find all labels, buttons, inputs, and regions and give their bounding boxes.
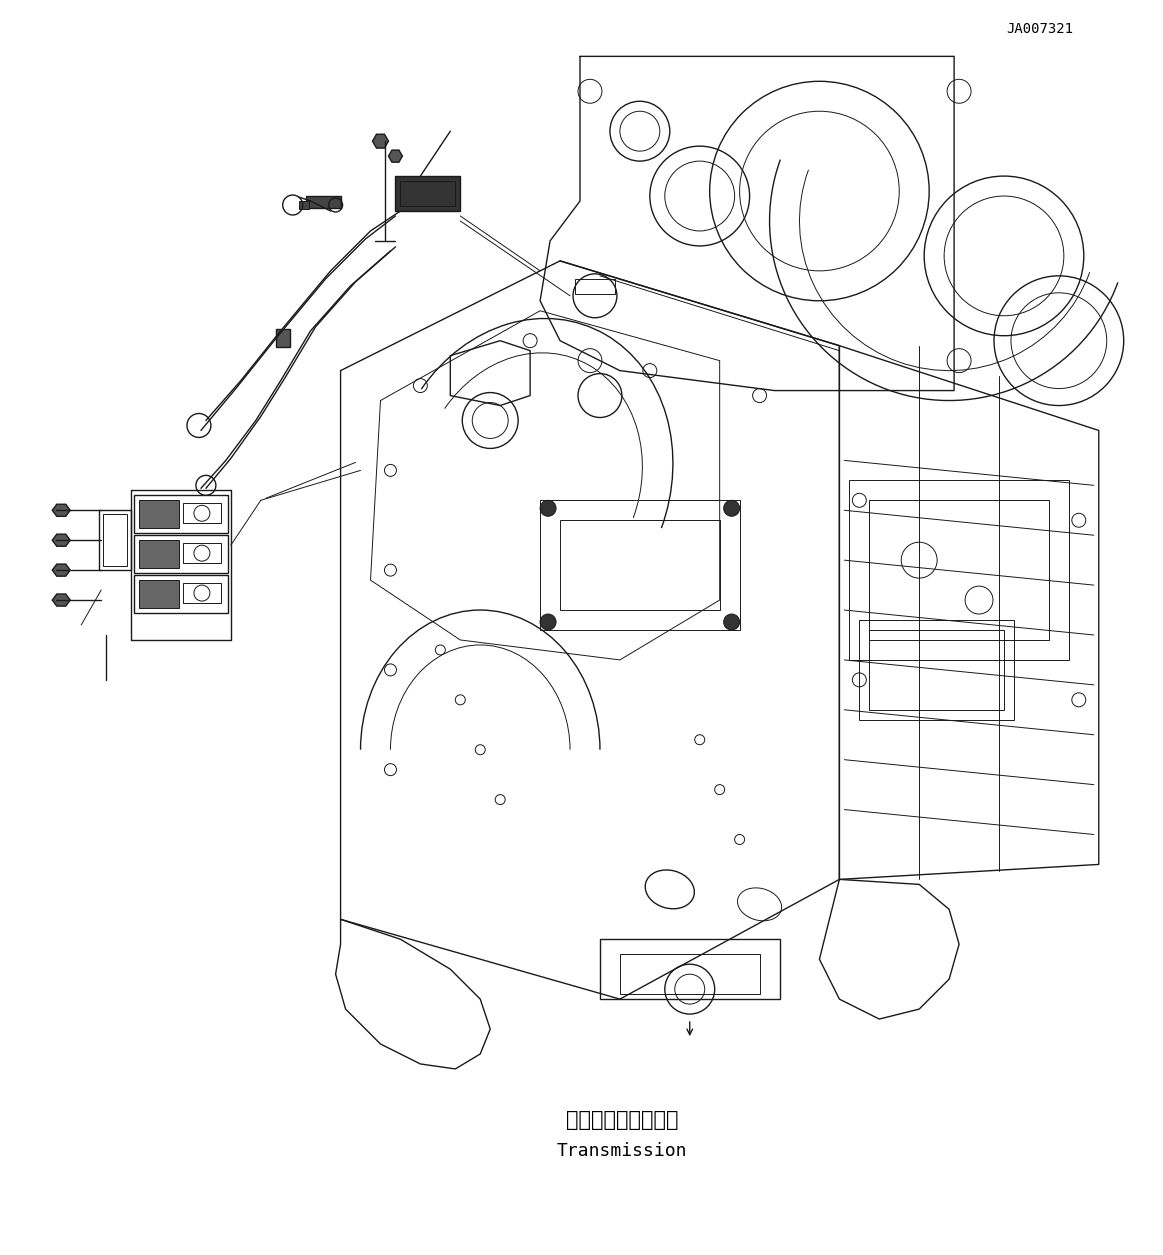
Circle shape (723, 614, 740, 630)
Polygon shape (52, 535, 70, 546)
Bar (276, 329, 290, 346)
Bar (561, 521, 720, 610)
Bar (299, 201, 308, 210)
Bar (575, 279, 615, 294)
Bar (540, 501, 740, 630)
Bar (134, 496, 228, 533)
Text: Transmission: Transmission (557, 1142, 687, 1160)
Bar (849, 481, 1069, 660)
Bar (134, 575, 228, 612)
Bar (600, 939, 779, 999)
Bar (140, 540, 179, 569)
Circle shape (723, 501, 740, 516)
Polygon shape (372, 134, 388, 148)
Bar (395, 176, 461, 211)
Polygon shape (388, 151, 402, 162)
Circle shape (540, 614, 556, 630)
Bar (134, 535, 228, 574)
Bar (620, 954, 759, 994)
Circle shape (540, 501, 556, 516)
Bar (859, 620, 1014, 720)
Text: JA007321: JA007321 (1006, 23, 1073, 36)
Bar (869, 630, 1004, 710)
Bar (104, 515, 127, 566)
Polygon shape (52, 505, 70, 516)
Polygon shape (52, 563, 70, 576)
Bar (183, 503, 221, 523)
Bar (99, 511, 131, 570)
Bar (306, 196, 341, 208)
Bar (183, 543, 221, 563)
Bar (140, 580, 179, 607)
Bar (869, 501, 1049, 640)
Text: トランスミッション: トランスミッション (566, 1109, 678, 1130)
Bar (140, 501, 179, 528)
Bar (183, 584, 221, 604)
Bar (400, 181, 455, 206)
Polygon shape (52, 594, 70, 606)
